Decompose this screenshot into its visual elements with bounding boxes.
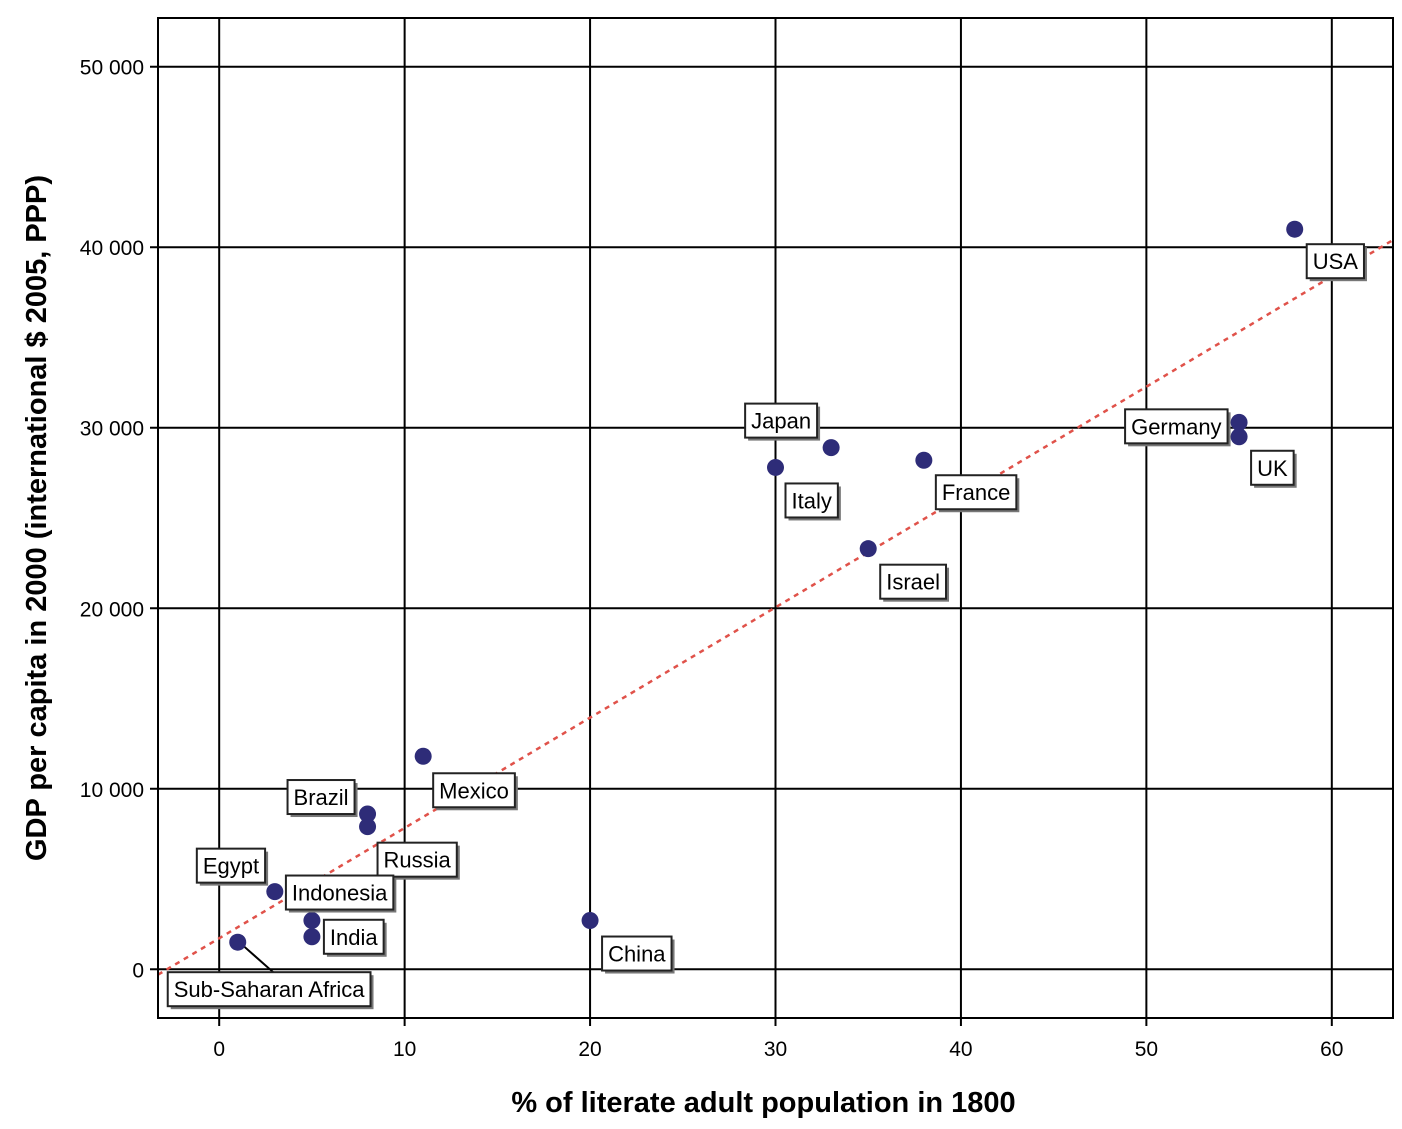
y-tick-label: 50 000 bbox=[80, 57, 144, 80]
label-box bbox=[784, 482, 839, 519]
label-box bbox=[195, 847, 267, 884]
data-point bbox=[859, 540, 877, 558]
point-label: Egypt bbox=[195, 847, 269, 886]
x-tick-label: 10 bbox=[393, 1038, 416, 1061]
data-point bbox=[822, 439, 840, 457]
point-label-text: Sub-Saharan Africa bbox=[174, 977, 366, 1002]
y-tick-label: 30 000 bbox=[80, 418, 144, 441]
x-tick-label: 60 bbox=[1320, 1038, 1343, 1061]
label-box bbox=[322, 918, 385, 955]
data-point bbox=[229, 933, 247, 951]
data-point bbox=[1230, 413, 1248, 431]
point-label-text: France bbox=[942, 480, 1010, 505]
data-point bbox=[359, 805, 377, 823]
label-box bbox=[879, 563, 948, 600]
point-label: Italy bbox=[784, 482, 841, 521]
label-box bbox=[286, 779, 356, 816]
label-box bbox=[744, 402, 819, 439]
point-label: Russia bbox=[376, 841, 460, 880]
data-point bbox=[266, 883, 284, 901]
label-box bbox=[1124, 408, 1229, 445]
point-label: UK bbox=[1250, 449, 1297, 488]
point-label-text: Russia bbox=[384, 848, 452, 873]
data-point bbox=[915, 451, 933, 469]
x-tick-label: 30 bbox=[764, 1038, 787, 1061]
label-box bbox=[432, 772, 516, 809]
label-box bbox=[376, 841, 458, 878]
label-box bbox=[284, 874, 395, 911]
point-label-text: Japan bbox=[751, 409, 811, 434]
data-point bbox=[359, 818, 377, 836]
y-tick-label: 0 bbox=[132, 959, 144, 982]
point-label-text: Indonesia bbox=[292, 881, 388, 906]
tick-labels: 0 10 20 30 40 50 60 0 10 000 20 000 30 000 40 000 50… bbox=[80, 57, 1344, 1061]
point-labels: USA Germany UK Japan Italy France Israel Mexico… bbox=[166, 243, 1367, 1010]
label-box bbox=[1250, 449, 1295, 486]
y-axis-title: GDP per capita in 2000 (international $ … bbox=[21, 175, 53, 861]
point-label: USA bbox=[1305, 243, 1367, 282]
data-point bbox=[581, 912, 599, 930]
label-box bbox=[934, 474, 1018, 511]
label-box bbox=[166, 971, 372, 1008]
x-tick-label: 20 bbox=[578, 1038, 601, 1061]
point-label-text: USA bbox=[1313, 249, 1359, 274]
x-axis-title: % of literate adult population in 1800 bbox=[511, 1087, 1015, 1119]
point-label-text: Mexico bbox=[439, 778, 509, 803]
point-label-text: Germany bbox=[1131, 414, 1221, 439]
point-label: Mexico bbox=[432, 772, 518, 811]
point-label: India bbox=[322, 918, 387, 957]
point-label-text: Israel bbox=[886, 570, 940, 595]
point-label-text: India bbox=[330, 925, 378, 950]
point-label: Japan bbox=[744, 402, 821, 441]
data-point bbox=[767, 458, 784, 476]
leader-line bbox=[243, 945, 274, 973]
point-label: Indonesia bbox=[284, 874, 397, 913]
point-label-text: UK bbox=[1257, 456, 1288, 481]
point-label-text: China bbox=[608, 942, 666, 967]
point-label-text: Brazil bbox=[294, 785, 349, 810]
point-label-text: Italy bbox=[792, 488, 832, 513]
point-label: France bbox=[934, 474, 1020, 513]
data-point bbox=[414, 747, 432, 765]
y-tick-label: 10 000 bbox=[80, 779, 144, 802]
label-leader-lines bbox=[243, 945, 274, 973]
y-tick-label: 20 000 bbox=[80, 598, 144, 621]
point-label-text: Egypt bbox=[203, 854, 259, 879]
label-box bbox=[601, 935, 673, 972]
plot-frame bbox=[157, 17, 1394, 1019]
data-points bbox=[229, 220, 1304, 951]
point-label: Israel bbox=[879, 563, 950, 602]
y-tick-label: 40 000 bbox=[80, 237, 144, 260]
point-label: Brazil bbox=[286, 779, 358, 818]
point-label: China bbox=[601, 935, 675, 974]
data-point bbox=[303, 912, 321, 930]
data-point bbox=[1230, 428, 1248, 446]
point-label: Sub-Saharan Africa bbox=[166, 971, 374, 1010]
grid-lines bbox=[158, 18, 1393, 1018]
data-point bbox=[303, 928, 321, 946]
x-tick-label: 40 bbox=[949, 1038, 972, 1061]
x-tick-label: 0 bbox=[213, 1038, 225, 1061]
label-box bbox=[1305, 243, 1365, 280]
x-tick-label: 50 bbox=[1135, 1038, 1158, 1061]
data-point bbox=[1286, 220, 1304, 238]
point-label: Germany bbox=[1124, 408, 1231, 447]
